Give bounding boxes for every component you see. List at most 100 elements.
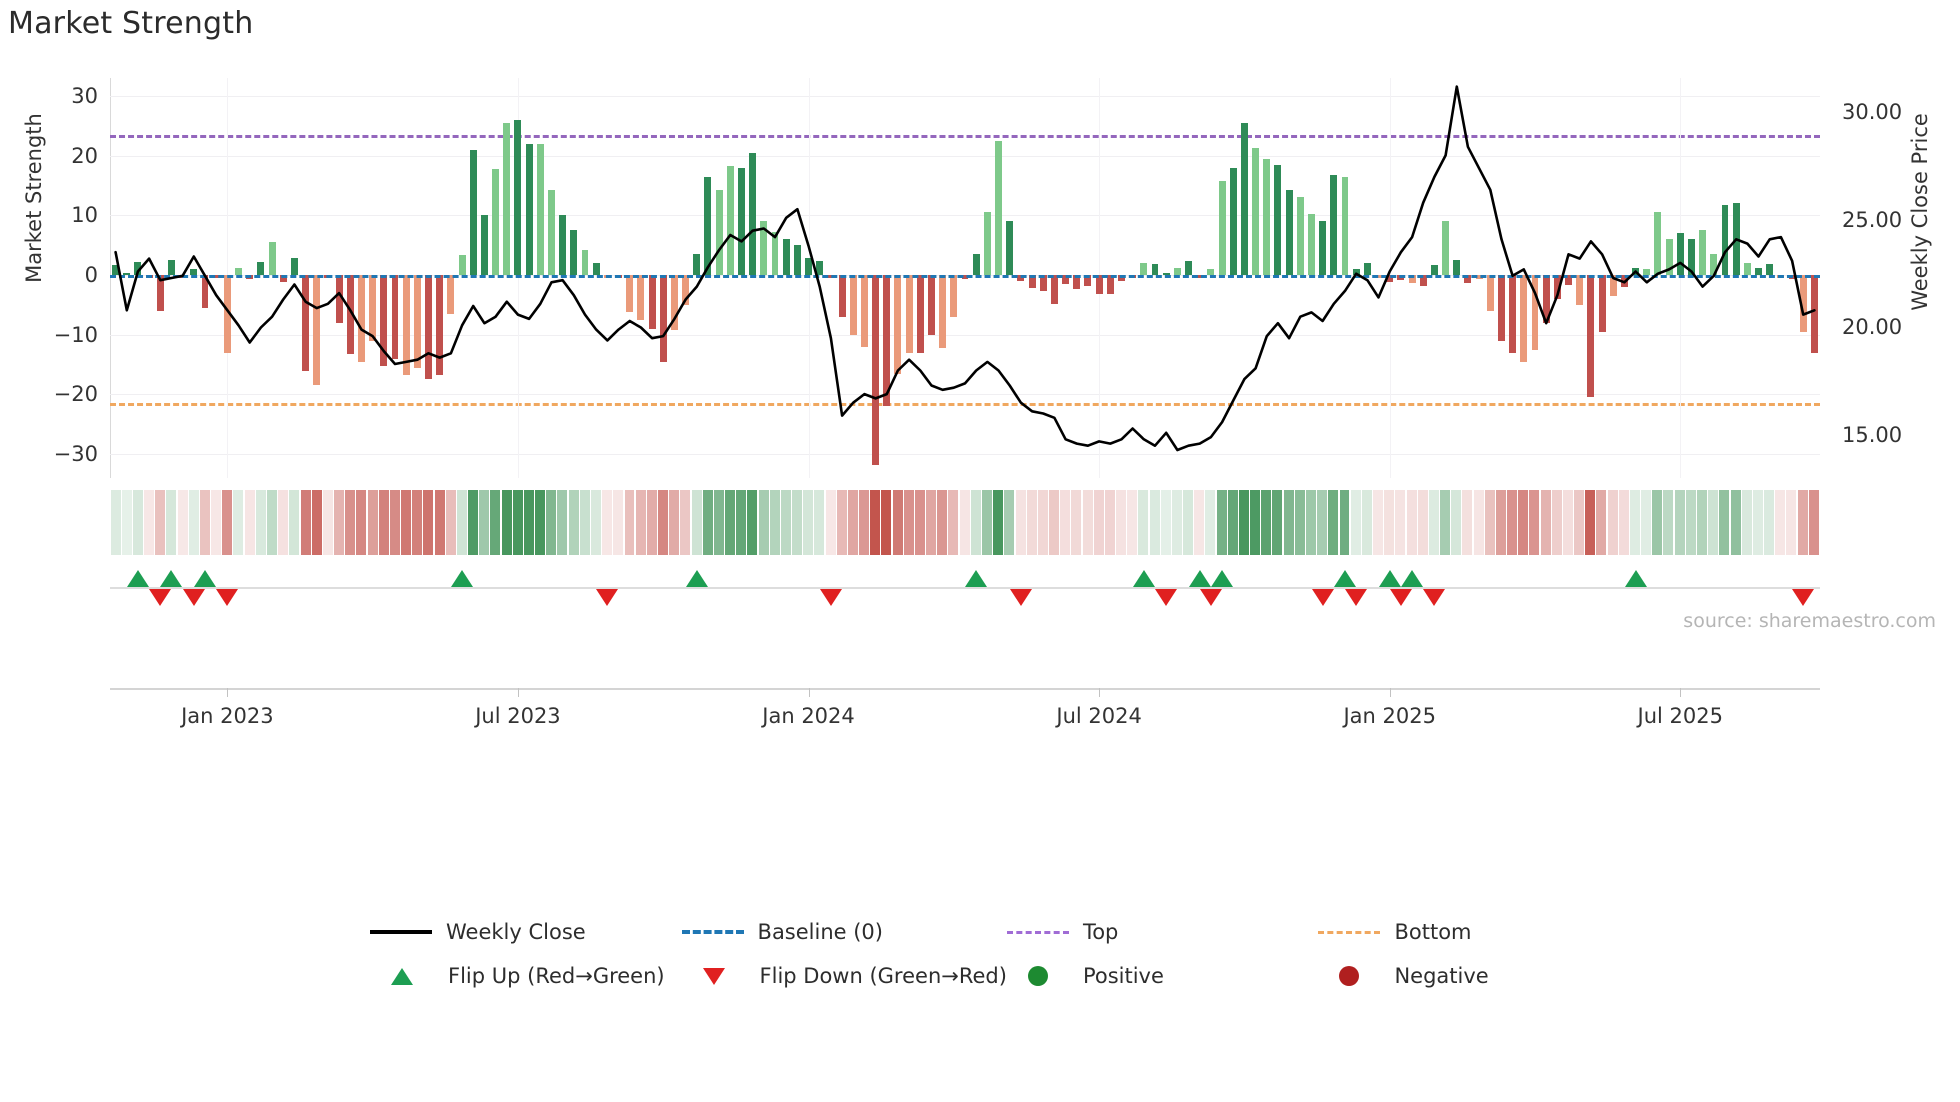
legend-item[interactable]: Positive <box>1007 964 1319 988</box>
strength-bar <box>670 275 678 330</box>
strength-bar <box>1699 230 1707 275</box>
heatmap-cell <box>982 490 992 555</box>
strength-bar <box>492 168 500 275</box>
strength-bar <box>1363 263 1371 275</box>
heatmap-cell <box>1261 490 1272 555</box>
strength-bar <box>1464 275 1472 283</box>
heatmap-cell <box>1104 490 1115 555</box>
heatmap-cell <box>423 490 434 555</box>
bottom-reference-line <box>110 403 1820 407</box>
strength-bar <box>469 149 477 275</box>
strength-bar <box>883 275 891 407</box>
flip-down-marker-icon <box>216 589 239 606</box>
y-tick-label-left: −10 <box>53 322 98 347</box>
strength-bar <box>995 140 1002 275</box>
strength-bar <box>972 254 980 275</box>
heatmap-cell <box>736 490 747 555</box>
strength-bar <box>894 275 902 374</box>
heatmap-cell <box>121 490 132 555</box>
strength-bar <box>458 255 466 275</box>
strength-bar <box>1073 275 1081 290</box>
strength-bar <box>1766 264 1774 275</box>
y-tick-label-left: 20 <box>71 143 98 168</box>
strength-bar <box>1453 260 1461 275</box>
strength-bar <box>1319 221 1327 275</box>
strength-bar <box>1576 275 1584 305</box>
strength-bar <box>1330 174 1338 275</box>
legend-glyph-icon <box>391 967 413 985</box>
legend-item[interactable]: Flip Down (Green→Red) <box>682 964 1007 988</box>
heatmap-cell <box>579 490 590 555</box>
strength-bar <box>1062 275 1070 284</box>
heatmap-cell <box>613 490 624 555</box>
heatmap-cell <box>702 490 713 555</box>
month-separator <box>1680 78 1682 478</box>
legend-glyph-icon <box>370 930 432 934</box>
heatmap-cell <box>1049 490 1060 555</box>
strength-bar <box>1486 275 1494 311</box>
strength-bar <box>1654 212 1662 275</box>
heatmap-cell <box>914 490 925 555</box>
heatmap-cell <box>512 490 523 555</box>
strength-bar <box>592 263 600 275</box>
heatmap-cell <box>334 490 345 555</box>
heatmap-cell <box>948 490 959 555</box>
strength-bar <box>346 275 354 354</box>
strength-bar <box>402 275 410 376</box>
strength-bar <box>637 275 645 320</box>
strength-bar <box>525 143 533 275</box>
flip-down-marker-icon <box>819 589 842 606</box>
strength-bar <box>1285 190 1293 275</box>
strength-bar <box>1207 269 1215 275</box>
heatmap-cell <box>937 490 948 555</box>
heatmap-cell <box>389 490 400 555</box>
heatmap-cell <box>568 490 579 555</box>
legend-item[interactable]: Weekly Close <box>370 920 682 944</box>
strength-bar <box>1095 275 1103 295</box>
heatmap-cell <box>624 490 635 555</box>
legend-label: Negative <box>1394 964 1489 988</box>
heatmap-cell <box>1697 490 1707 555</box>
strength-bar <box>1274 164 1282 275</box>
heatmap-cell <box>233 490 244 555</box>
strength-bar <box>1598 275 1606 332</box>
flip-up-marker-icon <box>685 570 708 587</box>
strength-bar <box>559 215 567 275</box>
heatmap-cell <box>691 490 702 555</box>
heatmap-cell <box>166 490 177 555</box>
heatmap-cell <box>1629 490 1640 555</box>
flip-up-marker-icon <box>1378 570 1401 587</box>
legend-item[interactable]: Top <box>1006 920 1319 944</box>
strength-bar <box>1553 275 1561 299</box>
y-tick-label-right: 30.00 <box>1842 100 1903 125</box>
legend-item[interactable]: Baseline (0) <box>681 920 1007 944</box>
heatmap-cell <box>300 490 311 555</box>
strength-bar <box>134 261 142 275</box>
heatmap-cell <box>345 490 356 555</box>
heatmap-cell <box>680 490 691 555</box>
heatmap-cell <box>1194 490 1205 555</box>
heatmap-cell <box>1015 490 1026 555</box>
x-axis-spine <box>110 688 1820 690</box>
heatmap-cell <box>1339 490 1350 555</box>
strength-bar <box>659 275 667 362</box>
heatmap-cell <box>1317 490 1328 555</box>
heatmap-cell <box>1060 490 1071 555</box>
strength-bar <box>1676 233 1684 275</box>
heatmap-cell <box>1473 490 1484 555</box>
heatmap-cell <box>635 490 646 555</box>
x-tick-label: Jan 2024 <box>762 704 855 728</box>
heatmap-cell <box>1160 490 1171 555</box>
heatmap-cell <box>1585 490 1596 555</box>
legend-item[interactable]: Flip Up (Red→Green) <box>370 964 682 988</box>
y-tick-label-left: −30 <box>53 442 98 467</box>
chart-legend: Weekly Close Baseline (0) Top Bottom Flip Up… <box>370 920 1630 988</box>
legend-item[interactable]: Negative <box>1318 964 1630 988</box>
strength-bar <box>548 190 555 275</box>
strength-bar <box>1308 214 1315 275</box>
heatmap-cell <box>892 490 903 555</box>
legend-item[interactable]: Bottom <box>1318 920 1630 944</box>
heatmap-cell <box>847 490 858 555</box>
heatmap-cell <box>401 490 412 555</box>
